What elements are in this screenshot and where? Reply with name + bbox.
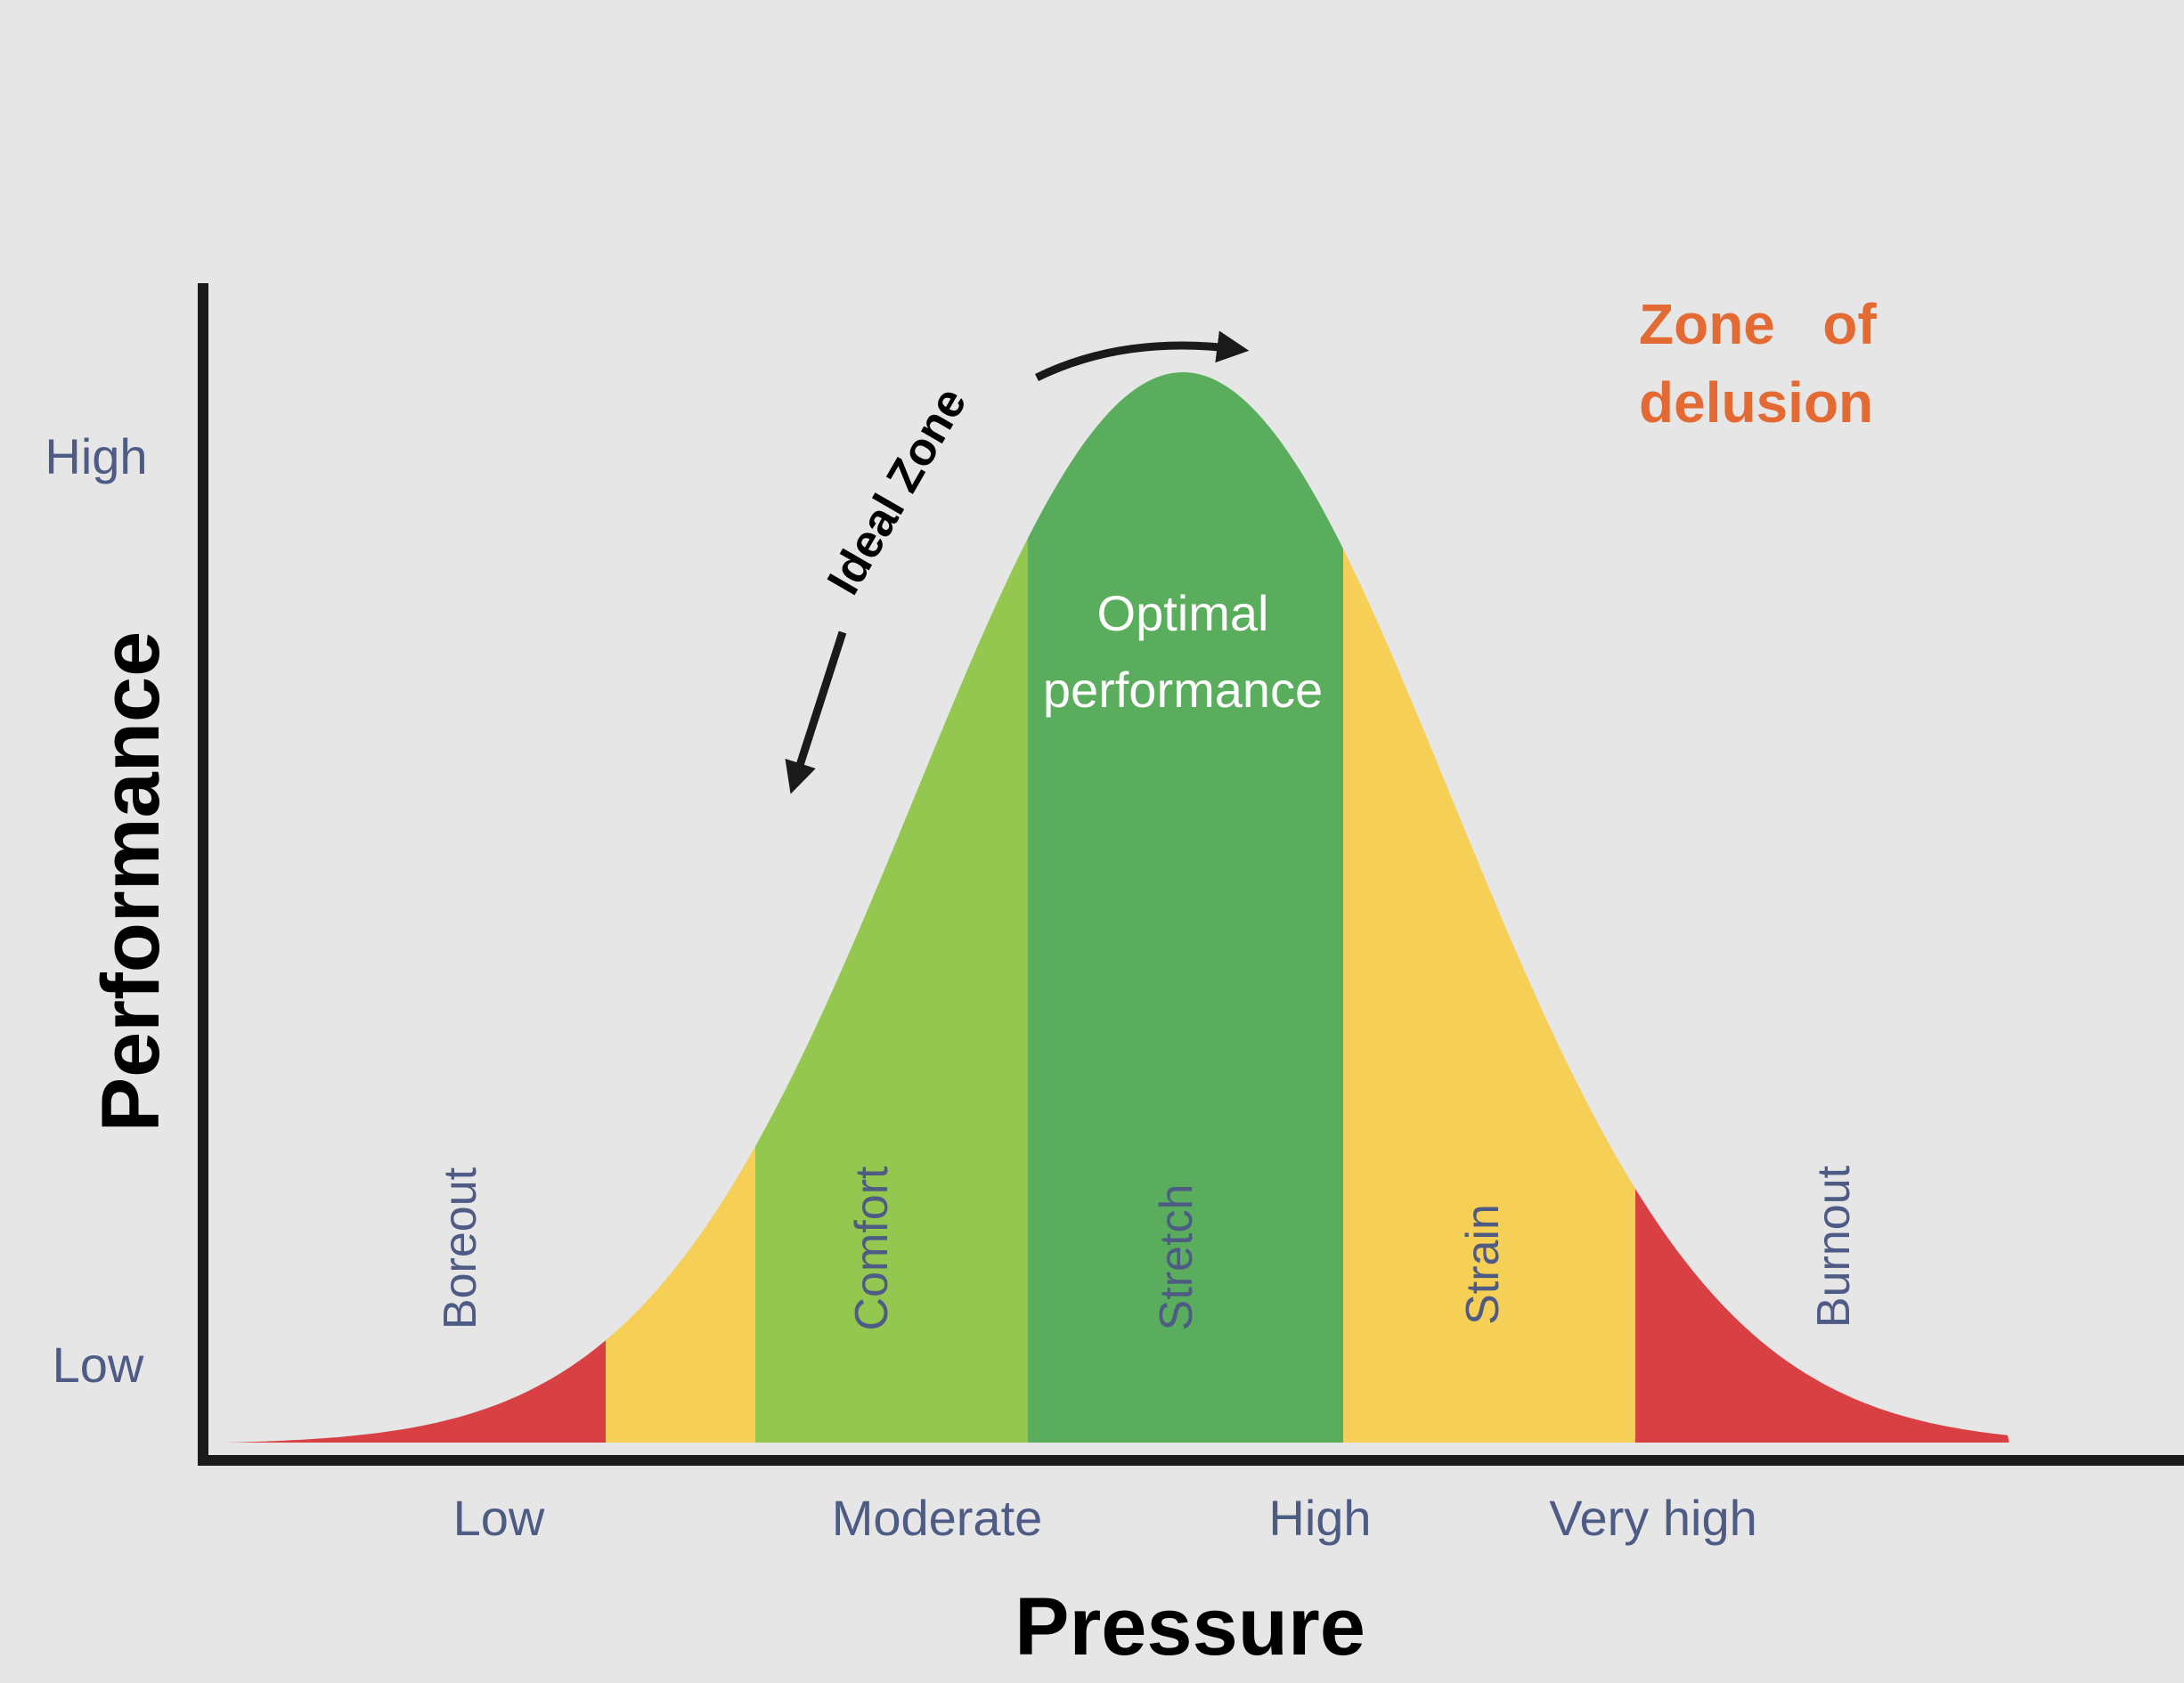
ideal-zone-arrow-right: [1035, 330, 1250, 382]
zone-optimal: [1028, 372, 1343, 1443]
y-tick-low: Low: [53, 1337, 144, 1393]
optimal-label-line1: Optimal: [1097, 585, 1269, 641]
zone-label-stretch: Stretch: [1151, 1184, 1202, 1331]
x-tick-moderate: Moderate: [832, 1490, 1043, 1546]
y-tick-high: High: [45, 428, 147, 484]
y-axis-title: Performance: [86, 631, 176, 1132]
ideal-zone-arrow-down: [785, 630, 847, 794]
optimal-label-line2: performance: [1043, 662, 1323, 718]
delusion-label-line2: delusion: [1639, 370, 1873, 435]
zone-transition-left: [606, 372, 755, 1443]
zone-label-burnout: Burnout: [1808, 1165, 1860, 1328]
ideal-zone-label: Ideal Zone: [818, 379, 977, 604]
zone-label-strain: Strain: [1457, 1204, 1509, 1325]
zone-label-comfort: Comfort: [846, 1166, 898, 1330]
x-tick-low: Low: [453, 1490, 545, 1546]
delusion-label-line1: Zone of: [1639, 292, 1877, 356]
x-tick-very-high: Very high: [1549, 1490, 1757, 1546]
x-axis-title: Pressure: [1015, 1581, 1365, 1672]
x-tick-high: High: [1268, 1490, 1371, 1546]
zone-label-boreout: Boreout: [435, 1167, 486, 1329]
zone-boreout: [212, 372, 606, 1443]
